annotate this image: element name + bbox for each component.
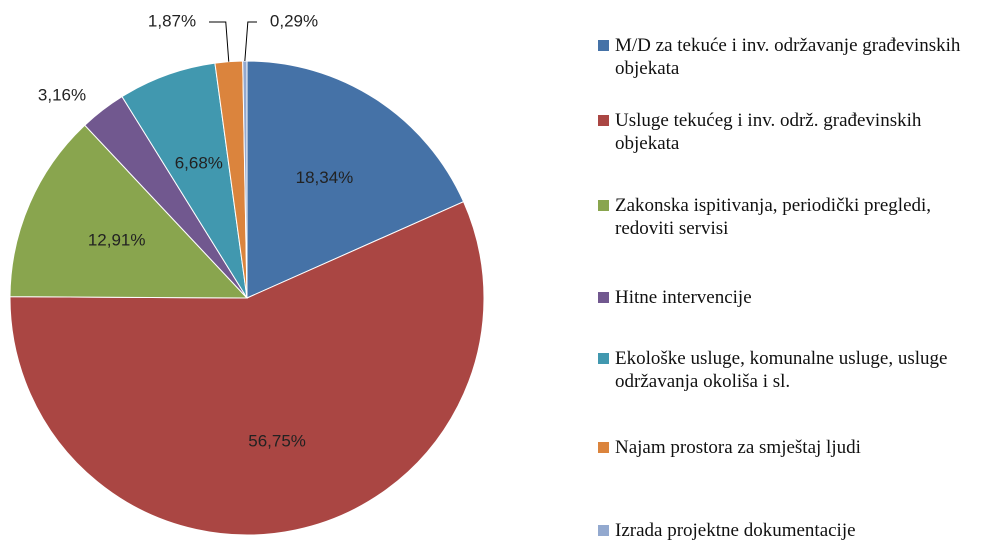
pie-slice xyxy=(246,60,465,299)
legend-item: Usluge tekućeg i inv. održ. građevinskih… xyxy=(598,109,990,155)
data-label: 3,16% xyxy=(38,85,86,104)
pie-slice xyxy=(9,201,485,536)
data-label: 18,34% xyxy=(296,168,354,187)
legend-swatch xyxy=(598,115,609,126)
legend-item: Ekološke usluge, komunalne usluge, uslug… xyxy=(598,347,990,393)
legend-swatch xyxy=(598,292,609,303)
legend-label: M/D za tekuće i inv. održavanje građevin… xyxy=(615,35,961,79)
legend-item: Najam prostora za smještaj ljudi xyxy=(598,436,990,459)
legend-item: Izrada projektne dokumentacije xyxy=(598,519,990,542)
legend-swatch xyxy=(598,353,609,364)
data-label: 0,29% xyxy=(270,11,318,30)
legend-label: Izrada projektne dokumentacije xyxy=(615,520,856,541)
data-label: 6,68% xyxy=(175,154,223,173)
data-label: 56,75% xyxy=(248,431,306,450)
legend-swatch xyxy=(598,442,609,453)
legend-item: Hitne intervencije xyxy=(598,286,990,309)
legend-swatch xyxy=(598,40,609,51)
legend-item: Zakonska ispitivanja, periodički pregled… xyxy=(598,194,990,240)
legend-label: Zakonska ispitivanja, periodički pregled… xyxy=(615,195,932,239)
legend-label: Ekološke usluge, komunalne usluge, uslug… xyxy=(615,348,948,392)
data-label: 12,91% xyxy=(88,231,146,250)
legend-swatch xyxy=(598,200,609,211)
legend-label: Usluge tekućeg i inv. održ. građevinskih… xyxy=(615,110,922,154)
leader-line xyxy=(244,21,257,62)
leader-line xyxy=(209,21,230,62)
data-label: 1,87% xyxy=(148,11,196,30)
legend-label: Hitne intervencije xyxy=(615,287,752,308)
legend-label: Najam prostora za smještaj ljudi xyxy=(615,437,861,458)
legend-item: M/D za tekuće i inv. održavanje građevin… xyxy=(598,34,990,80)
pie-slice xyxy=(9,124,249,299)
legend-swatch xyxy=(598,525,609,536)
